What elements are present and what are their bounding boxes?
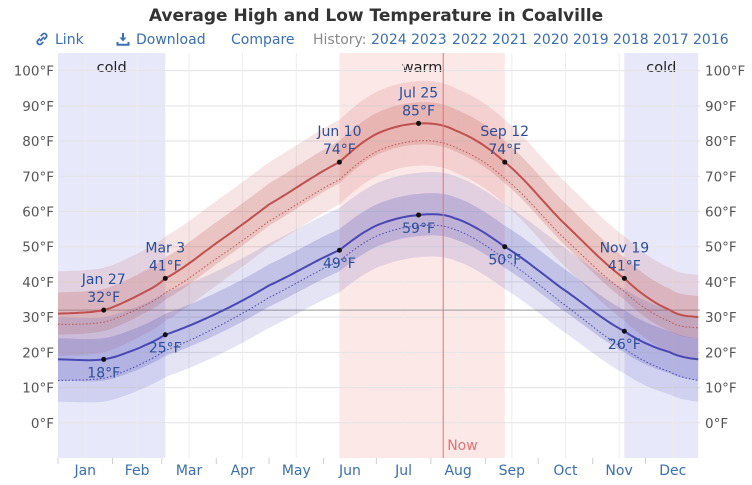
month-label-dec: Dec xyxy=(659,463,686,479)
annotation-low-value-jul-25: 59°F xyxy=(402,221,435,237)
y-tick-right-30: 30°F xyxy=(705,310,737,326)
month-label-sep: Sep xyxy=(499,463,526,479)
y-tick-right-90: 90°F xyxy=(705,99,737,115)
annotation-high-value-sep-12: 74°F xyxy=(488,142,521,158)
y-tick-right-50: 50°F xyxy=(705,240,737,256)
history-year-2020[interactable]: 2020 xyxy=(533,32,569,48)
link-button[interactable]: Link xyxy=(35,32,84,48)
month-label-nov: Nov xyxy=(605,463,632,479)
season-band-cold-2 xyxy=(624,53,699,458)
history-year-2016[interactable]: 2016 xyxy=(693,32,729,48)
marker-low-mar-3 xyxy=(162,332,168,338)
y-tick-left-50: 50°F xyxy=(22,240,54,256)
annotation-date-nov-19: Nov 19 xyxy=(600,240,650,256)
month-label-oct: Oct xyxy=(553,463,578,479)
history-label: History: xyxy=(313,32,367,48)
season-label-warm-1: warm xyxy=(402,60,443,76)
download-icon xyxy=(116,33,130,46)
marker-low-jul-25 xyxy=(416,212,422,218)
season-label-cold-2: cold xyxy=(646,60,676,76)
y-tick-left-60: 60°F xyxy=(22,204,54,220)
annotation-high-value-nov-19: 41°F xyxy=(608,258,641,274)
high-band-outer xyxy=(58,81,699,360)
month-label-jul: Jul xyxy=(394,463,412,479)
y-tick-left-10: 10°F xyxy=(22,381,54,397)
marker-high-jan-27 xyxy=(101,307,107,313)
month-label-aug: Aug xyxy=(444,463,471,479)
toolbar: Link Download Compare History: 2024 2023… xyxy=(0,32,752,52)
chart-title: Average High and Low Temperature in Coal… xyxy=(148,6,604,26)
y-tick-left-70: 70°F xyxy=(22,169,54,185)
month-label-may: May xyxy=(282,463,311,479)
annotation-low-value-jun-10: 49°F xyxy=(323,256,356,272)
high-dotted-line xyxy=(58,140,699,329)
y-tick-left-0: 0°F xyxy=(31,416,54,432)
now-label: Now xyxy=(447,438,478,454)
link-label: Link xyxy=(55,32,84,48)
annotation-high-value-jul-25: 85°F xyxy=(402,103,435,119)
month-label-jan: Jan xyxy=(73,463,96,479)
history-year-2017[interactable]: 2017 xyxy=(653,32,689,48)
y-tick-left-100: 100°F xyxy=(14,64,54,80)
marker-high-nov-19 xyxy=(621,275,627,281)
season-label-cold-0: cold xyxy=(97,60,127,76)
y-tick-right-0: 0°F xyxy=(705,416,728,432)
history-year-2018[interactable]: 2018 xyxy=(613,32,649,48)
annotation-low-value-jan-27: 18°F xyxy=(87,365,120,381)
annotation-date-jun-10: Jun 10 xyxy=(316,124,361,140)
history-year-2022[interactable]: 2022 xyxy=(452,32,488,48)
y-tick-left-20: 20°F xyxy=(22,345,54,361)
y-tick-left-80: 80°F xyxy=(22,134,54,150)
link-icon xyxy=(36,32,48,46)
high-band-inner xyxy=(58,102,699,339)
marker-low-jan-27 xyxy=(101,356,107,362)
marker-low-nov-19 xyxy=(621,328,627,334)
low-band-outer xyxy=(58,172,699,403)
month-label-jun: Jun xyxy=(338,463,361,479)
history-year-2019[interactable]: 2019 xyxy=(573,32,609,48)
low-dotted-line xyxy=(57,224,699,381)
y-tick-right-80: 80°F xyxy=(705,134,737,150)
marker-low-jun-10 xyxy=(336,247,342,253)
marker-high-jul-25 xyxy=(416,120,422,126)
season-band-warm-1 xyxy=(339,53,505,458)
y-tick-right-70: 70°F xyxy=(705,169,737,185)
compare-button[interactable]: Compare xyxy=(231,32,295,48)
history-year-2021[interactable]: 2021 xyxy=(492,32,528,48)
y-tick-right-40: 40°F xyxy=(705,275,737,291)
annotation-date-jan-27: Jan 27 xyxy=(81,272,126,288)
month-label-apr: Apr xyxy=(231,463,255,479)
history-year-2024[interactable]: 2024 xyxy=(371,32,407,48)
annotation-date-jul-25: Jul 25 xyxy=(398,85,438,101)
y-tick-left-40: 40°F xyxy=(22,275,54,291)
download-button[interactable]: Download xyxy=(116,32,206,48)
annotation-high-value-jan-27: 32°F xyxy=(87,290,120,306)
y-tick-right-60: 60°F xyxy=(705,204,737,220)
annotation-date-sep-12: Sep 12 xyxy=(480,124,529,140)
marker-high-sep-12 xyxy=(502,159,508,165)
annotation-date-mar-3: Mar 3 xyxy=(145,240,185,256)
y-tick-right-20: 20°F xyxy=(705,345,737,361)
annotation-low-value-sep-12: 50°F xyxy=(488,253,521,269)
season-band-cold-0 xyxy=(58,53,166,458)
month-label-feb: Feb xyxy=(125,463,150,479)
annotation-high-value-jun-10: 74°F xyxy=(323,142,356,158)
marker-high-jun-10 xyxy=(336,159,342,165)
y-tick-left-30: 30°F xyxy=(22,310,54,326)
annotation-low-value-nov-19: 26°F xyxy=(608,337,641,353)
marker-high-mar-3 xyxy=(162,275,168,281)
month-label-mar: Mar xyxy=(176,463,203,479)
marker-low-sep-12 xyxy=(502,244,508,250)
y-tick-left-90: 90°F xyxy=(22,99,54,115)
history-year-2023[interactable]: 2023 xyxy=(411,32,447,48)
download-label: Download xyxy=(136,32,206,48)
annotation-low-value-mar-3: 25°F xyxy=(149,341,182,357)
y-tick-right-10: 10°F xyxy=(705,381,737,397)
annotation-high-value-mar-3: 41°F xyxy=(149,258,182,274)
low-band-inner xyxy=(58,193,699,382)
y-tick-right-100: 100°F xyxy=(705,64,745,80)
